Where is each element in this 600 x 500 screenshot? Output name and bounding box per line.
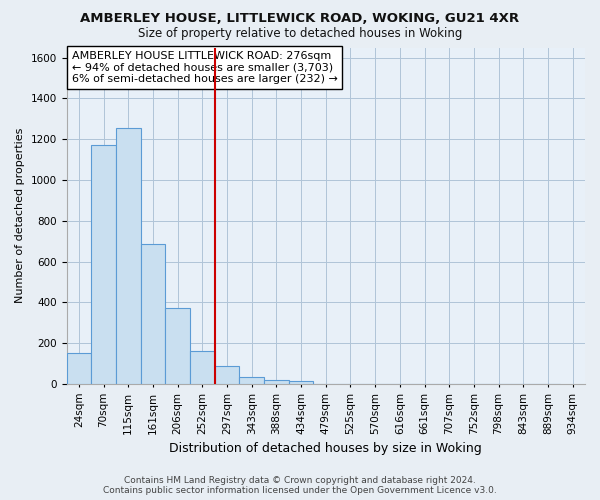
Bar [239, 377, 264, 384]
Bar [190, 352, 215, 384]
Bar [91, 146, 116, 384]
Bar [264, 380, 289, 384]
Bar [67, 354, 91, 384]
X-axis label: Distribution of detached houses by size in Woking: Distribution of detached houses by size … [169, 442, 482, 455]
Text: Size of property relative to detached houses in Woking: Size of property relative to detached ho… [138, 28, 462, 40]
Bar [165, 308, 190, 384]
Bar [289, 381, 313, 384]
Bar [116, 128, 140, 384]
Text: AMBERLEY HOUSE LITTLEWICK ROAD: 276sqm
← 94% of detached houses are smaller (3,7: AMBERLEY HOUSE LITTLEWICK ROAD: 276sqm ←… [72, 51, 338, 84]
Text: AMBERLEY HOUSE, LITTLEWICK ROAD, WOKING, GU21 4XR: AMBERLEY HOUSE, LITTLEWICK ROAD, WOKING,… [80, 12, 520, 26]
Y-axis label: Number of detached properties: Number of detached properties [15, 128, 25, 304]
Bar [215, 366, 239, 384]
Bar [140, 244, 165, 384]
Text: Contains HM Land Registry data © Crown copyright and database right 2024.
Contai: Contains HM Land Registry data © Crown c… [103, 476, 497, 495]
